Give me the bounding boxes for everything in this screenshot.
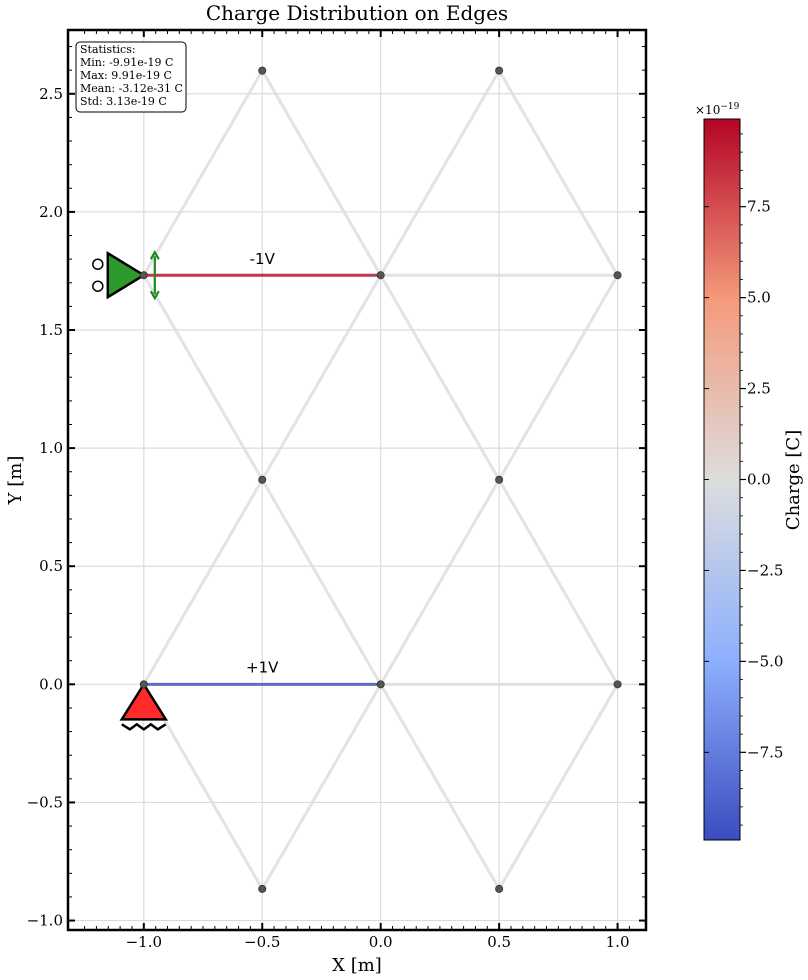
x-tick-label: −1.0 <box>126 933 162 951</box>
y-tick-label: 2.0 <box>39 203 63 221</box>
y-tick-label: 0.0 <box>39 675 63 693</box>
arrow-head-down <box>149 290 160 301</box>
x-tick-label: 0.0 <box>369 933 393 951</box>
grid-lines <box>68 30 646 930</box>
statistics-box: Statistics: Min: -9.91e-19 C Max: 9.91e-… <box>75 41 187 113</box>
edge <box>142 273 264 482</box>
roller-wheel <box>92 280 104 292</box>
edge <box>379 273 501 482</box>
node-point <box>376 680 385 689</box>
edge <box>379 69 501 277</box>
node-point <box>139 680 148 689</box>
edge <box>497 478 620 686</box>
x-tick-label: −0.5 <box>244 933 280 951</box>
y-tick-label: 1.0 <box>39 439 63 457</box>
node-point <box>495 884 504 893</box>
colorbar-tick-label: 5.0 <box>747 289 771 307</box>
node-point <box>495 66 504 75</box>
edge <box>142 478 264 686</box>
colorbar-tick-label: −7.5 <box>747 743 783 761</box>
nodes-layer <box>139 66 622 893</box>
colorbar-gradient <box>703 118 741 841</box>
edge <box>260 478 383 686</box>
colorbar-tick-label: −5.0 <box>747 652 783 670</box>
colorbar-tick-label: 2.5 <box>747 380 771 398</box>
statistics-mean: Mean: -3.12e-31 C <box>80 82 183 95</box>
colorbar-tick-label: 0.0 <box>747 471 771 489</box>
edge <box>497 682 620 891</box>
edge <box>497 69 620 277</box>
edge <box>497 273 620 482</box>
statistics-max: Max: 9.91e-19 C <box>80 69 172 82</box>
y-tick-label: −0.5 <box>27 793 63 811</box>
supports-layer <box>92 249 169 731</box>
edge <box>379 478 501 686</box>
y-tick-label: 2.5 <box>39 85 63 103</box>
colorbar: −7.5 −5.0 −2.5 0.0 2.5 5.0 7.5 ×10−19 Charge [… <box>695 102 804 841</box>
node-point <box>258 475 267 484</box>
edges-layer <box>142 69 620 891</box>
colorbar-tick-label: −2.5 <box>747 561 783 579</box>
ground-hatch <box>121 722 167 731</box>
node-point <box>613 271 622 280</box>
y-tick-label: −1.0 <box>27 912 63 930</box>
node-point <box>495 475 504 484</box>
y-tick-label: 1.5 <box>39 321 63 339</box>
roller-support-triangle <box>106 250 147 300</box>
colorbar-multiplier: ×10−19 <box>695 102 740 117</box>
voltage-label: +1V <box>246 659 279 677</box>
chart-title: Charge Distribution on Edges <box>206 1 508 25</box>
node-point <box>258 884 267 893</box>
statistics-std: Std: 3.13e-19 C <box>80 95 167 108</box>
roller-wheel <box>92 258 104 270</box>
x-tick-label: 0.5 <box>487 933 511 951</box>
edge <box>379 682 501 891</box>
voltage-label: -1V <box>250 250 276 268</box>
arrow-head-up <box>149 249 160 260</box>
node-point <box>613 680 622 689</box>
node-point <box>376 271 385 280</box>
x-tick-label: 1.0 <box>606 933 630 951</box>
edge <box>260 69 383 277</box>
colorbar-ticks: −7.5 −5.0 −2.5 0.0 2.5 5.0 7.5 <box>704 133 783 826</box>
statistics-box-frame <box>75 41 187 113</box>
y-axis-label: Y [m] <box>5 456 26 506</box>
edge <box>142 69 264 277</box>
pinned-support-triangle <box>119 681 169 721</box>
statistics-min: Min: -9.91e-19 C <box>80 56 173 69</box>
edge <box>260 273 383 482</box>
colorbar-tick-label: 7.5 <box>747 198 771 216</box>
colorbar-label: Charge [C] <box>783 430 804 530</box>
plot-area <box>68 30 646 930</box>
y-tick-label: 0.5 <box>39 557 63 575</box>
edge <box>260 682 383 891</box>
axis-ticks: −1.0 −0.5 0.0 0.5 1.0 −1.0 −0.5 0.0 0.5 1.0 1.5 2.0… <box>27 30 646 951</box>
node-point <box>258 66 267 75</box>
voltage-labels: +1V -1V <box>246 250 279 677</box>
statistics-title: Statistics: <box>80 43 136 56</box>
x-axis-label: X [m] <box>332 955 382 976</box>
node-point <box>139 271 148 280</box>
